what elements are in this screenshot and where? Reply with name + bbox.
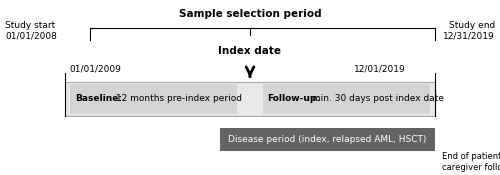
Text: min. 30 days post index date: min. 30 days post index date [309, 94, 444, 103]
Text: Index date: Index date [218, 46, 282, 55]
Text: 12 months pre-index period: 12 months pre-index period [112, 94, 242, 103]
Bar [70, 84, 237, 114]
Text: Follow-up:: Follow-up: [268, 94, 320, 103]
Text: Disease period (index, relapsed AML, HSCT): Disease period (index, relapsed AML, HSC… [228, 135, 426, 144]
Text: Sample selection period: Sample selection period [178, 9, 322, 19]
Text: Baseline:: Baseline: [75, 94, 122, 103]
Text: 12/01/2019: 12/01/2019 [354, 65, 406, 74]
Text: 01/01/2009: 01/01/2009 [69, 65, 121, 74]
Bar [220, 128, 435, 150]
Bar [262, 84, 430, 114]
Text: End of patient and
caregiver follow-up: End of patient and caregiver follow-up [442, 152, 500, 172]
Text: Study start
01/01/2008: Study start 01/01/2008 [5, 21, 57, 40]
Text: Study end
12/31/2019: Study end 12/31/2019 [444, 21, 495, 40]
Bar [65, 82, 435, 116]
